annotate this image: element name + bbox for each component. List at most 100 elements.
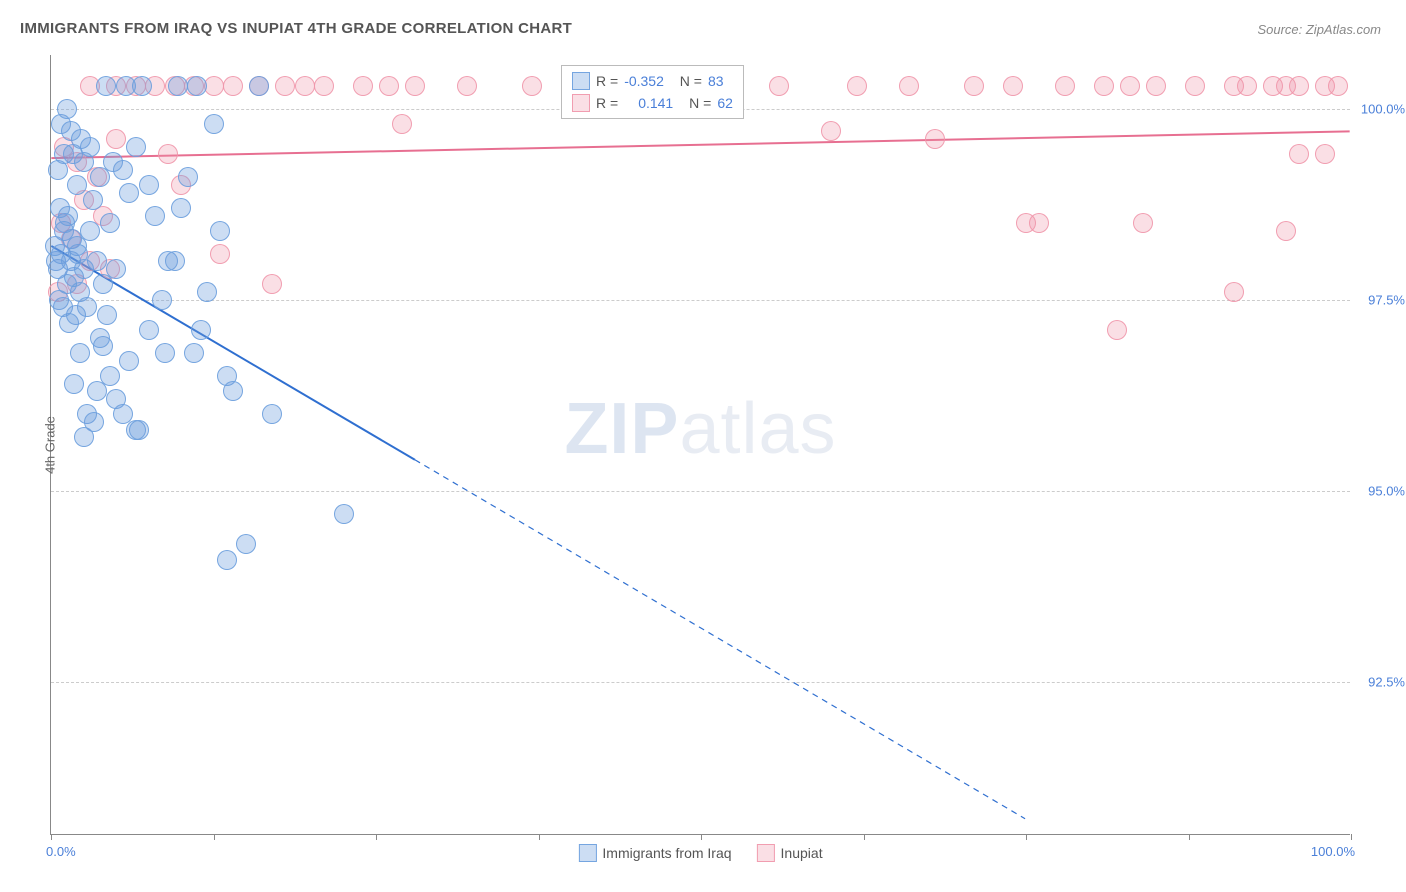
data-point-iraq — [50, 198, 70, 218]
data-point-inupiat — [392, 114, 412, 134]
stats-row-blue: R = -0.352 N = 83 — [572, 70, 733, 92]
data-point-inupiat — [1029, 213, 1049, 233]
gridline — [51, 491, 1350, 492]
data-point-inupiat — [1237, 76, 1257, 96]
data-point-iraq — [100, 213, 120, 233]
legend-label-blue: Immigrants from Iraq — [602, 845, 731, 861]
legend-swatch-pink-icon — [757, 844, 775, 862]
x-tick — [539, 834, 540, 840]
data-point-iraq — [191, 320, 211, 340]
y-axis-label: 100.0% — [1361, 101, 1405, 116]
data-point-iraq — [184, 343, 204, 363]
data-point-inupiat — [1328, 76, 1348, 96]
data-point-inupiat — [210, 244, 230, 264]
y-axis-label: 92.5% — [1368, 675, 1405, 690]
data-point-inupiat — [106, 129, 126, 149]
data-point-inupiat — [405, 76, 425, 96]
x-tick — [376, 834, 377, 840]
chart-title: IMMIGRANTS FROM IRAQ VS INUPIAT 4TH GRAD… — [20, 20, 572, 37]
y-axis-label: 95.0% — [1368, 483, 1405, 498]
data-point-iraq — [129, 420, 149, 440]
data-point-inupiat — [821, 121, 841, 141]
data-point-iraq — [165, 251, 185, 271]
stats-box: R = -0.352 N = 83 R = 0.141 N = 62 — [561, 65, 744, 119]
data-point-inupiat — [1185, 76, 1205, 96]
data-point-iraq — [116, 76, 136, 96]
source-label: Source: ZipAtlas.com — [1257, 22, 1381, 37]
data-point-iraq — [45, 236, 65, 256]
data-point-inupiat — [1055, 76, 1075, 96]
data-point-inupiat — [379, 76, 399, 96]
swatch-pink-icon — [572, 94, 590, 112]
gridline — [51, 682, 1350, 683]
data-point-iraq — [139, 175, 159, 195]
data-point-iraq — [119, 183, 139, 203]
data-point-iraq — [59, 313, 79, 333]
data-point-iraq — [171, 198, 191, 218]
data-point-inupiat — [275, 76, 295, 96]
x-tick — [1189, 834, 1190, 840]
data-point-iraq — [334, 504, 354, 524]
data-point-iraq — [57, 99, 77, 119]
legend-item-pink: Inupiat — [757, 844, 823, 862]
data-point-inupiat — [223, 76, 243, 96]
data-point-iraq — [61, 121, 81, 141]
data-point-iraq — [168, 76, 188, 96]
x-tick — [864, 834, 865, 840]
data-point-iraq — [74, 427, 94, 447]
data-point-iraq — [87, 381, 107, 401]
data-point-iraq — [103, 152, 123, 172]
x-tick — [701, 834, 702, 840]
legend-item-blue: Immigrants from Iraq — [578, 844, 731, 862]
data-point-iraq — [178, 167, 198, 187]
data-point-iraq — [83, 190, 103, 210]
data-point-iraq — [54, 144, 74, 164]
trend-lines — [51, 55, 1350, 834]
legend-swatch-blue-icon — [578, 844, 596, 862]
data-point-iraq — [87, 251, 107, 271]
x-tick — [214, 834, 215, 840]
data-point-iraq — [119, 351, 139, 371]
y-axis-label: 97.5% — [1368, 292, 1405, 307]
data-point-inupiat — [1224, 282, 1244, 302]
data-point-inupiat — [1276, 221, 1296, 241]
data-point-inupiat — [1146, 76, 1166, 96]
legend-label-pink: Inupiat — [781, 845, 823, 861]
x-tick — [51, 834, 52, 840]
data-point-inupiat — [314, 76, 334, 96]
data-point-iraq — [139, 320, 159, 340]
data-point-iraq — [187, 76, 207, 96]
swatch-blue-icon — [572, 72, 590, 90]
data-point-inupiat — [899, 76, 919, 96]
data-point-inupiat — [1133, 213, 1153, 233]
data-point-inupiat — [522, 76, 542, 96]
data-point-inupiat — [925, 129, 945, 149]
data-point-iraq — [70, 343, 90, 363]
data-point-inupiat — [1315, 144, 1335, 164]
data-point-iraq — [223, 381, 243, 401]
data-point-inupiat — [262, 274, 282, 294]
watermark: ZIPatlas — [564, 388, 836, 470]
data-point-iraq — [80, 137, 100, 157]
data-point-inupiat — [295, 76, 315, 96]
data-point-iraq — [249, 76, 269, 96]
data-point-iraq — [96, 76, 116, 96]
data-point-inupiat — [158, 144, 178, 164]
data-point-iraq — [152, 290, 172, 310]
data-point-iraq — [97, 305, 117, 325]
gridline — [51, 300, 1350, 301]
x-axis-label-max: 100.0% — [1311, 844, 1355, 859]
data-point-iraq — [145, 206, 165, 226]
plot-area: 4th Grade ZIPatlas 92.5%95.0%97.5%100.0%… — [50, 55, 1350, 835]
data-point-inupiat — [847, 76, 867, 96]
data-point-iraq — [77, 297, 97, 317]
data-point-inupiat — [457, 76, 477, 96]
data-point-iraq — [262, 404, 282, 424]
data-point-inupiat — [1289, 144, 1309, 164]
data-point-iraq — [80, 221, 100, 241]
data-point-inupiat — [1003, 76, 1023, 96]
data-point-iraq — [217, 550, 237, 570]
data-point-iraq — [210, 221, 230, 241]
data-point-iraq — [197, 282, 217, 302]
x-axis-label-min: 0.0% — [46, 844, 76, 859]
